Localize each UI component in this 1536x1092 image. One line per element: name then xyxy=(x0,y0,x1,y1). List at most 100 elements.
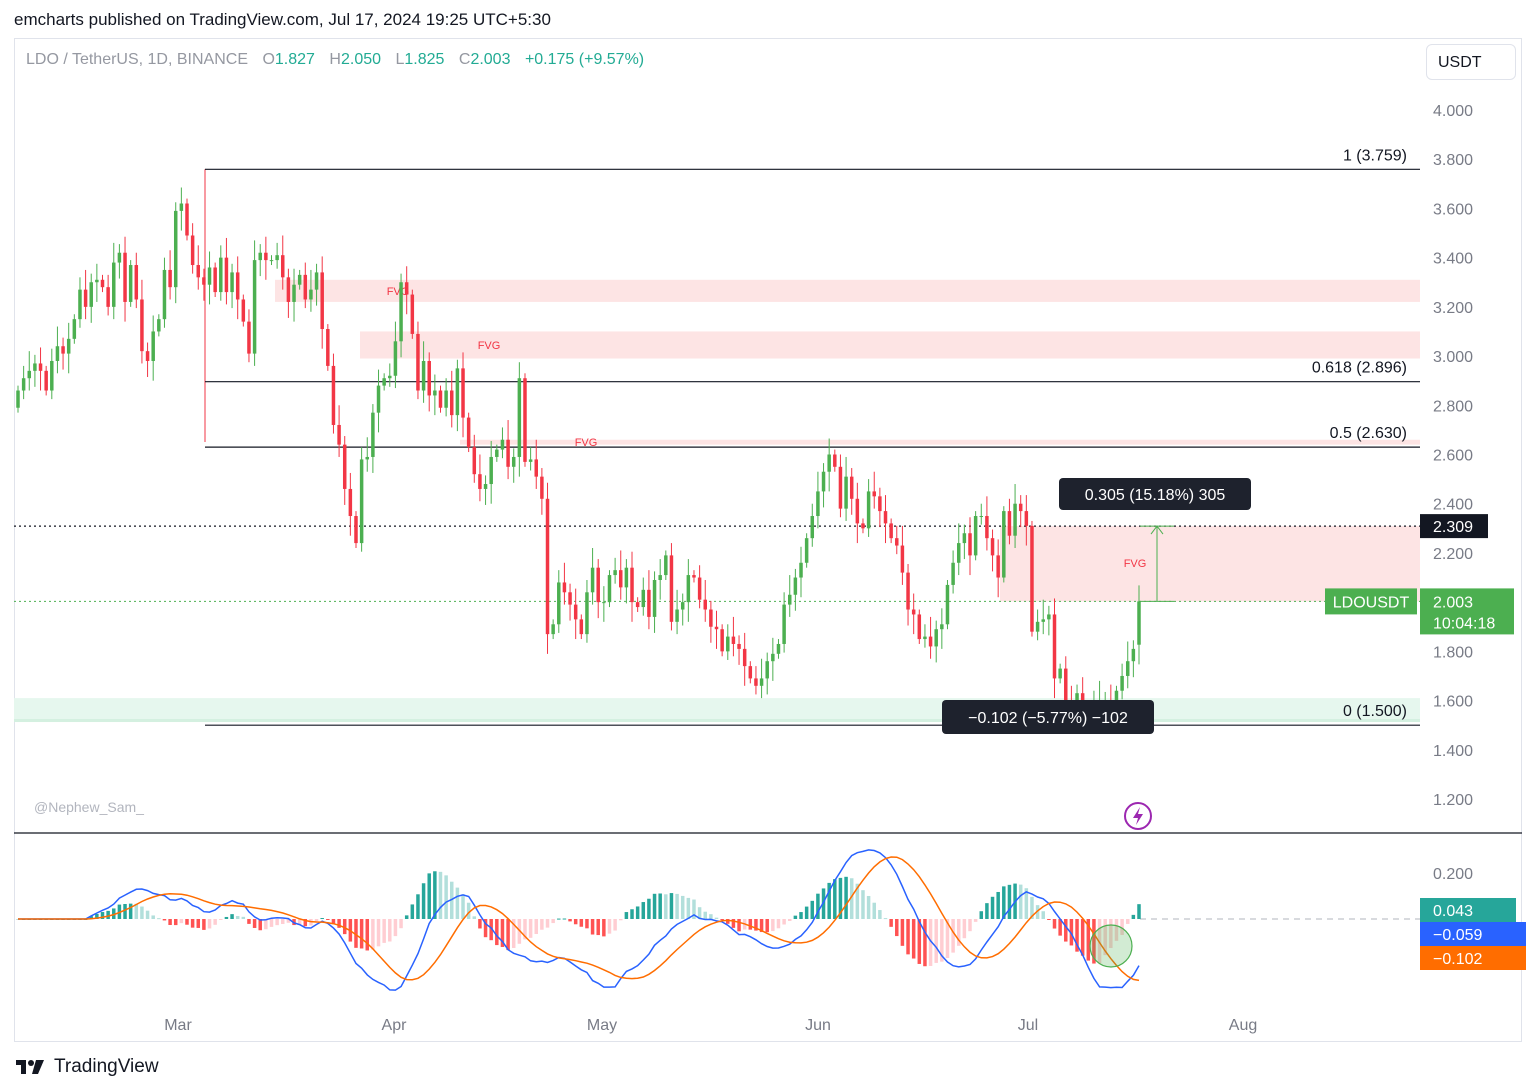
candle-body xyxy=(303,274,308,300)
macd-histogram-bar xyxy=(602,919,606,937)
macd-histogram-bar xyxy=(450,881,454,919)
macd-histogram-bar xyxy=(833,879,837,919)
candle-body xyxy=(1035,621,1040,632)
candle-body xyxy=(117,252,122,263)
macd-histogram-bar xyxy=(275,919,279,926)
macd-histogram-bar xyxy=(883,918,888,920)
candle-body xyxy=(557,582,561,625)
macd-histogram-bar xyxy=(489,919,493,941)
macd-histogram-bar xyxy=(590,919,595,935)
candle-body xyxy=(128,265,133,302)
macd-histogram-bar xyxy=(928,919,933,966)
macd-histogram-bar xyxy=(810,900,815,919)
signal-value-text: −0.102 xyxy=(1433,951,1482,968)
macd-histogram-bar xyxy=(748,919,753,930)
macd-histogram-bar xyxy=(1002,886,1006,919)
macd-histogram-bar xyxy=(145,910,150,919)
macd-histogram-bar xyxy=(303,919,308,927)
candle-body xyxy=(1041,619,1045,622)
macd-histogram-bar xyxy=(95,913,99,919)
tradingview-brand[interactable]: TradingView xyxy=(14,1056,159,1078)
time-axis-tick: Jul xyxy=(1018,1017,1038,1034)
candle-body xyxy=(162,269,167,320)
candle-body xyxy=(179,203,184,211)
candle-body xyxy=(230,272,234,293)
macd-histogram-bar xyxy=(557,918,561,920)
symbol-label[interactable]: LDO / TetherUS, 1D, BINANCE xyxy=(26,51,248,68)
macd-histogram-bar xyxy=(1035,905,1040,919)
candle-body xyxy=(21,378,26,391)
candle-body xyxy=(731,636,736,644)
chart-frame xyxy=(14,38,1522,1042)
candle-body xyxy=(421,360,426,391)
candle-body xyxy=(562,582,567,593)
candle-body xyxy=(100,279,105,288)
macd-histogram-bar xyxy=(179,919,184,924)
price-axis-tick: 2.200 xyxy=(1433,546,1473,563)
macd-histogram-bar xyxy=(534,919,538,935)
price-axis-tick: 2.800 xyxy=(1433,398,1473,415)
candle-body xyxy=(911,609,916,615)
candle-body xyxy=(281,255,285,278)
candle-body xyxy=(782,604,786,644)
macd-histogram-bar xyxy=(664,894,668,919)
macd-histogram-bar xyxy=(996,891,1000,919)
candle-body xyxy=(27,370,32,379)
candle-body xyxy=(1013,503,1017,536)
macd-histogram-bar xyxy=(376,919,381,947)
macd-histogram-bar xyxy=(624,912,629,919)
macd-histogram-bar xyxy=(1069,919,1074,946)
candle-body xyxy=(1064,668,1068,706)
candle-body xyxy=(545,498,550,635)
macd-histogram-bar xyxy=(173,919,178,926)
candle-body xyxy=(1024,511,1029,526)
candle-body xyxy=(585,592,589,635)
measure-up-arrow xyxy=(1150,525,1164,535)
macd-histogram-bar xyxy=(923,919,927,967)
candle-body xyxy=(990,538,995,556)
macd-histogram-bar xyxy=(140,906,144,919)
currency-button[interactable]: USDT xyxy=(1426,44,1516,80)
candle-body xyxy=(247,321,251,354)
macd-axis-tick: 0.200 xyxy=(1433,866,1473,883)
candle-body xyxy=(219,257,223,293)
candle-body xyxy=(658,575,662,580)
candle-body xyxy=(1114,690,1119,708)
candle-body xyxy=(44,370,48,391)
macd-histogram-bar xyxy=(900,919,905,946)
histogram-value-text: 0.043 xyxy=(1433,903,1473,920)
macd-histogram-bar xyxy=(709,914,713,919)
candle-body xyxy=(258,252,262,261)
macd-histogram-bar xyxy=(804,906,809,919)
macd-histogram-bar xyxy=(585,919,589,929)
candle-body xyxy=(145,351,150,361)
macd-histogram-bar xyxy=(731,919,736,928)
publish-caption: emcharts published on TradingView.com, J… xyxy=(14,10,551,29)
macd-histogram-bar xyxy=(1024,888,1029,919)
fib-level-label: 1 (3.759) xyxy=(1343,147,1407,164)
measure-down-box xyxy=(942,700,1154,734)
macd-histogram-bar xyxy=(771,919,775,932)
macd-histogram-bar xyxy=(269,919,274,927)
candle-body xyxy=(878,496,882,512)
macd-histogram-bar xyxy=(511,919,516,948)
fvg-label: FVG xyxy=(387,286,410,298)
price-level-tag-text: 2.309 xyxy=(1433,519,1473,536)
macd-histogram-bar xyxy=(607,919,612,934)
candle-body xyxy=(252,260,257,354)
candle-body xyxy=(664,555,668,576)
candle-body xyxy=(641,589,646,608)
macd-histogram-bar xyxy=(1080,919,1085,956)
candle-body xyxy=(511,456,516,467)
ohlc-legend: LDO / TetherUS, 1D, BINANCE O1.827 H2.05… xyxy=(26,51,644,69)
macd-histogram-bar xyxy=(540,919,544,930)
candle-body xyxy=(444,390,448,408)
candle-body xyxy=(928,636,933,647)
macd-histogram-bar xyxy=(759,919,764,933)
close-label: C xyxy=(458,51,471,68)
candle-body xyxy=(95,279,99,283)
candle-body xyxy=(849,476,854,499)
candle-body xyxy=(365,456,370,460)
macd-histogram-bar xyxy=(1114,919,1119,941)
